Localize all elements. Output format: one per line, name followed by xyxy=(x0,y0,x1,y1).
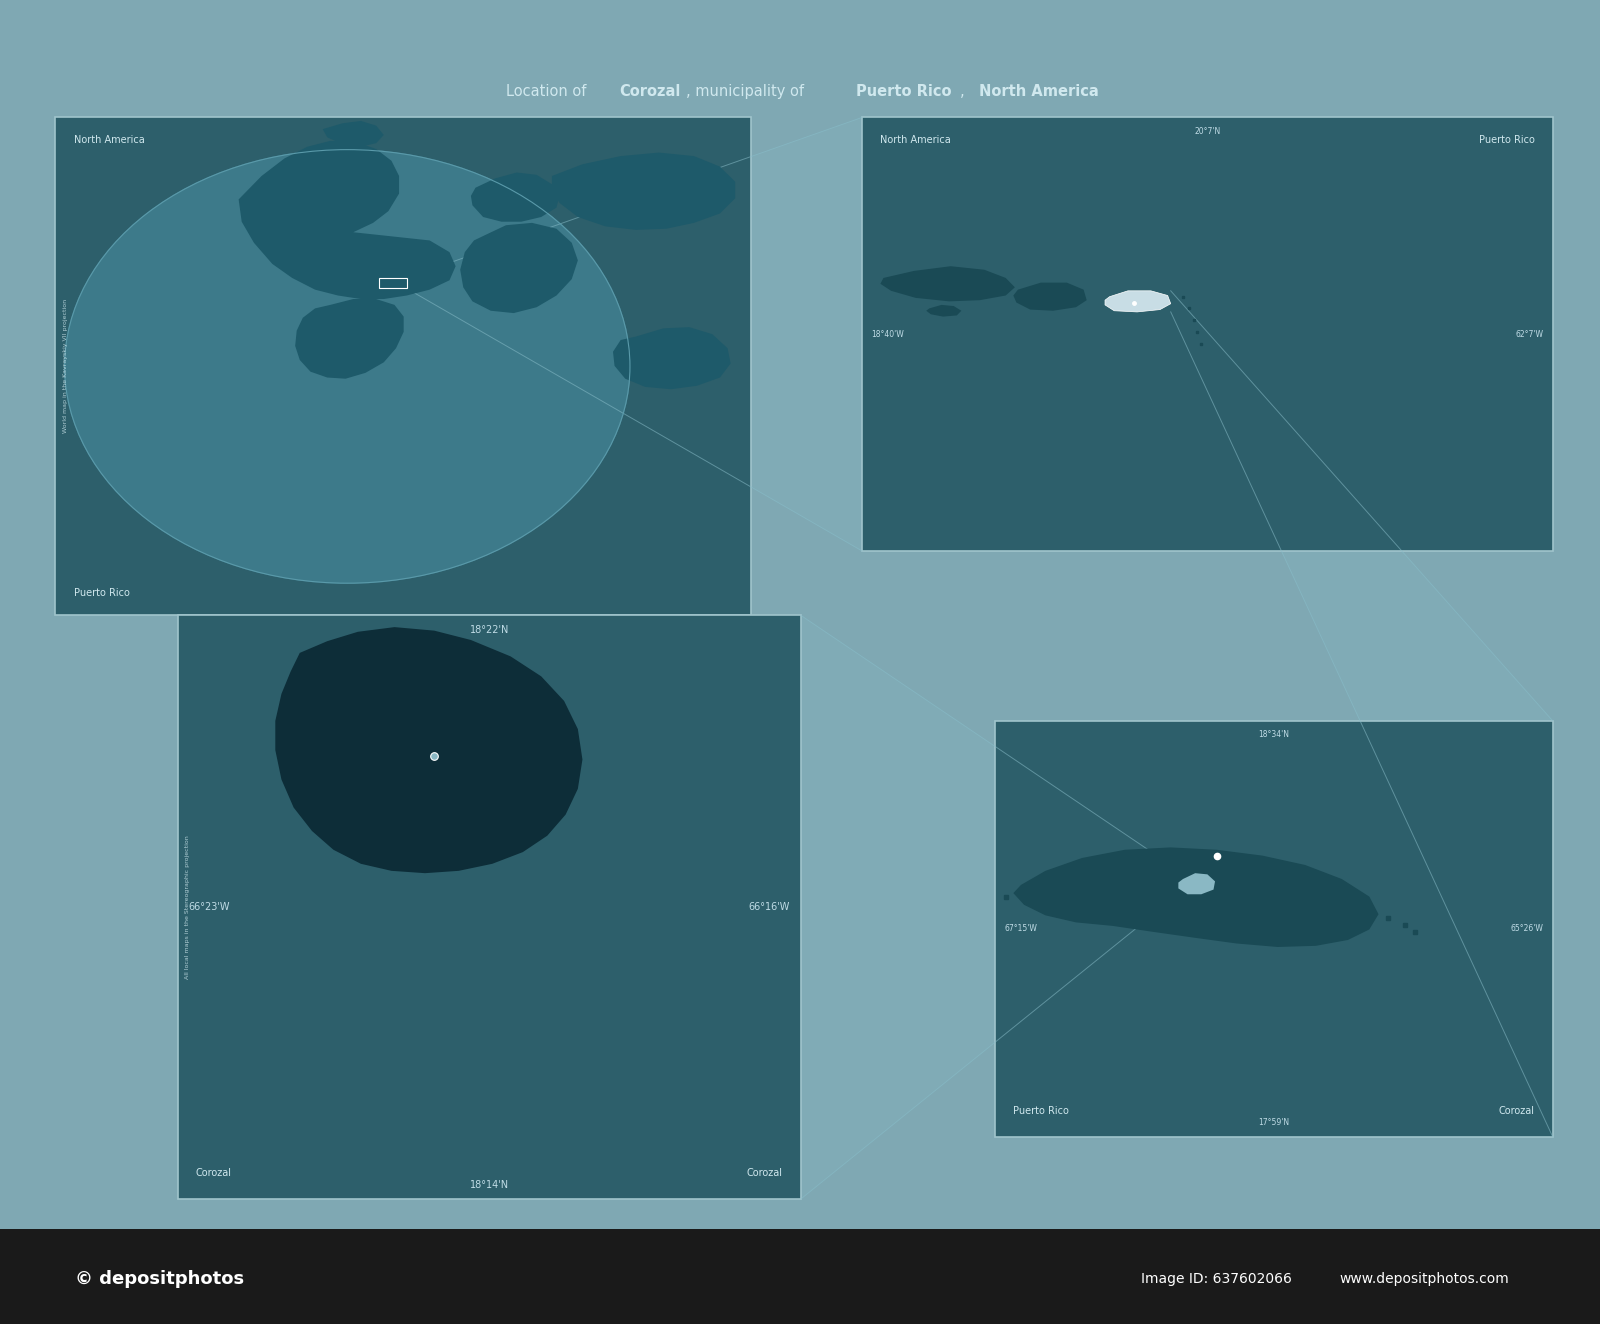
Polygon shape xyxy=(1013,282,1086,311)
Text: 67°15'W: 67°15'W xyxy=(1005,924,1037,933)
Text: Corozal: Corozal xyxy=(747,1168,782,1178)
Polygon shape xyxy=(406,118,862,551)
Text: www.depositphotos.com: www.depositphotos.com xyxy=(1339,1272,1509,1286)
Text: North America: North America xyxy=(979,85,1099,99)
Polygon shape xyxy=(1171,291,1552,1137)
Text: 18°40'W: 18°40'W xyxy=(872,330,904,339)
Text: Corozal: Corozal xyxy=(619,85,680,99)
Polygon shape xyxy=(613,327,731,389)
Text: ,: , xyxy=(960,85,970,99)
Text: Image ID: 637602066: Image ID: 637602066 xyxy=(1141,1272,1291,1286)
Polygon shape xyxy=(552,152,736,230)
Polygon shape xyxy=(926,305,962,316)
Polygon shape xyxy=(470,172,560,221)
Polygon shape xyxy=(1178,874,1214,894)
FancyBboxPatch shape xyxy=(862,118,1552,551)
FancyBboxPatch shape xyxy=(56,118,750,616)
FancyBboxPatch shape xyxy=(995,720,1552,1137)
Text: 62°7'W: 62°7'W xyxy=(1515,330,1544,339)
Text: © depositphotos: © depositphotos xyxy=(75,1270,245,1288)
Polygon shape xyxy=(275,628,582,874)
Polygon shape xyxy=(294,299,403,379)
Text: All local maps in the Stereographic projection: All local maps in the Stereographic proj… xyxy=(186,835,190,978)
Text: , municipality of: , municipality of xyxy=(685,85,808,99)
Polygon shape xyxy=(1013,847,1379,947)
Text: 20°7'N: 20°7'N xyxy=(1194,127,1221,136)
Text: Location of: Location of xyxy=(506,85,590,99)
Polygon shape xyxy=(238,140,456,299)
Text: North America: North America xyxy=(74,135,144,146)
Text: 66°16'W: 66°16'W xyxy=(749,902,790,912)
Text: Puerto Rico: Puerto Rico xyxy=(856,85,952,99)
FancyBboxPatch shape xyxy=(178,616,802,1200)
Polygon shape xyxy=(1106,291,1171,312)
Text: 18°14'N: 18°14'N xyxy=(470,1180,509,1189)
Text: 65°26'W: 65°26'W xyxy=(1510,924,1544,933)
Text: Puerto Rico: Puerto Rico xyxy=(1478,135,1534,146)
Polygon shape xyxy=(802,616,1182,1200)
Text: Corozal: Corozal xyxy=(1498,1106,1534,1116)
Polygon shape xyxy=(323,120,384,147)
Circle shape xyxy=(64,150,630,583)
Text: 17°59'N: 17°59'N xyxy=(1258,1119,1290,1128)
Text: Corozal: Corozal xyxy=(195,1168,232,1178)
Text: 18°34'N: 18°34'N xyxy=(1258,731,1290,739)
Polygon shape xyxy=(461,222,578,312)
Text: North America: North America xyxy=(880,135,950,146)
Text: Puerto Rico: Puerto Rico xyxy=(1013,1106,1069,1116)
Text: 66°23'W: 66°23'W xyxy=(189,902,230,912)
Text: World map in the Kavrayskiy VII projection: World map in the Kavrayskiy VII projecti… xyxy=(62,299,67,433)
Polygon shape xyxy=(880,266,1014,302)
Text: Puerto Rico: Puerto Rico xyxy=(74,588,130,598)
Text: 18°22'N: 18°22'N xyxy=(469,625,509,634)
